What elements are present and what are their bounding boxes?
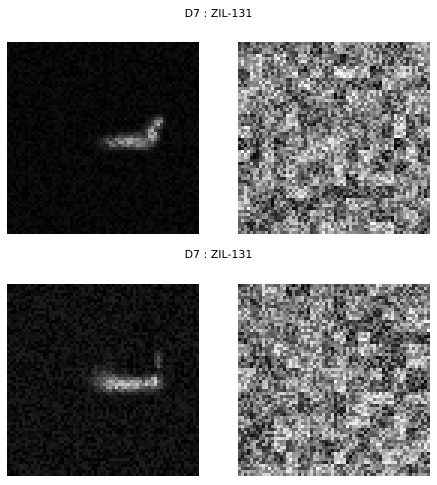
figure-title-bottom: D7 : ZIL-131 [184,248,253,261]
sar-phase-image-top [238,42,430,234]
sar-magnitude-image-top [7,42,199,234]
sar-magnitude-image-bottom [7,284,199,476]
sar-phase-image-bottom [238,284,430,476]
figure-title-top: D7 : ZIL-131 [184,7,253,20]
